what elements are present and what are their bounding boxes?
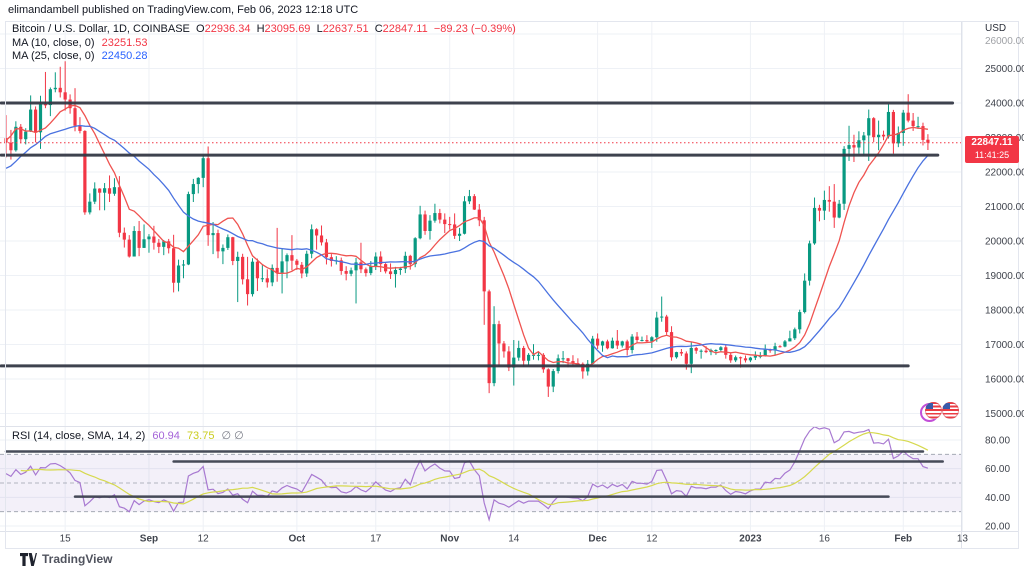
svg-text:Nov: Nov (440, 534, 459, 545)
svg-text:17: 17 (370, 534, 382, 545)
svg-text:15000.00: 15000.00 (985, 409, 1024, 420)
open-value: 22936.34 (204, 23, 251, 35)
svg-text:26000.00: 26000.00 (985, 36, 1024, 47)
svg-text:20000.00: 20000.00 (985, 237, 1024, 248)
svg-text:16: 16 (819, 534, 831, 545)
svg-text:21000.00: 21000.00 (985, 202, 1024, 213)
current-price-label: 22847.11 11:41:25 (965, 136, 1019, 163)
ma25-line (5, 124, 929, 359)
svg-text:2023: 2023 (739, 534, 762, 545)
svg-text:19000.00: 19000.00 (985, 271, 1024, 282)
svg-text:17000.00: 17000.00 (985, 340, 1024, 351)
us-flag-sticker[interactable] (925, 402, 942, 419)
high-value: 23095.69 (264, 23, 311, 35)
tradingview-logo-text: TradingView (42, 552, 113, 566)
svg-text:60.00: 60.00 (985, 464, 1010, 475)
svg-text:22000.00: 22000.00 (985, 168, 1024, 179)
tradingview-logo-icon (20, 552, 37, 566)
ma25-value: 22450.28 (101, 50, 148, 62)
svg-text:16000.00: 16000.00 (985, 375, 1024, 386)
change-value: −89.23 (−0.39%) (433, 23, 516, 35)
ma10-legend[interactable]: MA (10, close, 0) 23251.53 (12, 37, 148, 49)
close-label: C (374, 23, 383, 35)
tradingview-attribution-link[interactable]: TradingView (20, 552, 112, 566)
time-axis[interactable] (0, 531, 962, 549)
low-value: 22637.51 (322, 23, 369, 35)
current-price-value: 22847.11 (971, 137, 1013, 148)
low-label: L (316, 23, 323, 35)
grid-lines (0, 22, 963, 531)
us-flag-sticker[interactable] (942, 402, 959, 419)
svg-text:Oct: Oct (289, 534, 306, 545)
svg-text:13: 13 (957, 534, 969, 545)
svg-text:14: 14 (508, 534, 520, 545)
svg-text:12: 12 (198, 534, 210, 545)
rsi-legend[interactable]: RSI (14, close, SMA, 14, 2) 60.94 73.75 … (12, 429, 244, 442)
svg-text:15: 15 (60, 534, 72, 545)
svg-text:USD: USD (985, 23, 1006, 34)
candles-layer (4, 61, 930, 397)
open-label: O (196, 23, 205, 35)
rsi-label: RSI (14, close, SMA, 14, 2) (12, 430, 146, 442)
svg-text:24000.00: 24000.00 (985, 99, 1024, 110)
symbol-legend[interactable]: Bitcoin / U.S. Dollar, 1D, COINBASE O229… (12, 23, 516, 35)
ma10-value: 23251.53 (101, 37, 148, 49)
svg-text:80.00: 80.00 (985, 436, 1010, 447)
high-label: H (256, 23, 265, 35)
svg-text:18000.00: 18000.00 (985, 306, 1024, 317)
ma10-line (5, 104, 929, 368)
price-axis[interactable] (962, 22, 1019, 531)
svg-text:40.00: 40.00 (985, 493, 1010, 504)
rsi-extra-values: ∅ ∅ (221, 430, 244, 442)
rsi-ma-value: 73.75 (186, 430, 215, 442)
ma25-legend[interactable]: MA (25, close, 0) 22450.28 (12, 50, 148, 62)
symbol-title: Bitcoin / U.S. Dollar, 1D, COINBASE (12, 23, 190, 35)
svg-text:Feb: Feb (894, 534, 912, 545)
svg-text:Dec: Dec (588, 534, 607, 545)
ma25-label: MA (25, close, 0) (12, 50, 95, 62)
rsi-value: 60.94 (152, 430, 180, 442)
svg-text:20.00: 20.00 (985, 521, 1010, 532)
close-value: 22847.11 (382, 23, 428, 35)
svg-text:12: 12 (646, 534, 658, 545)
bar-countdown: 11:41:25 (974, 150, 1010, 160)
svg-text:25000.00: 25000.00 (985, 64, 1024, 75)
ma10-label: MA (10, close, 0) (12, 37, 95, 49)
published-line: elimandambell published on TradingView.c… (8, 4, 359, 16)
rsi-ma-line (20, 431, 929, 506)
svg-text:Sep: Sep (140, 534, 158, 545)
